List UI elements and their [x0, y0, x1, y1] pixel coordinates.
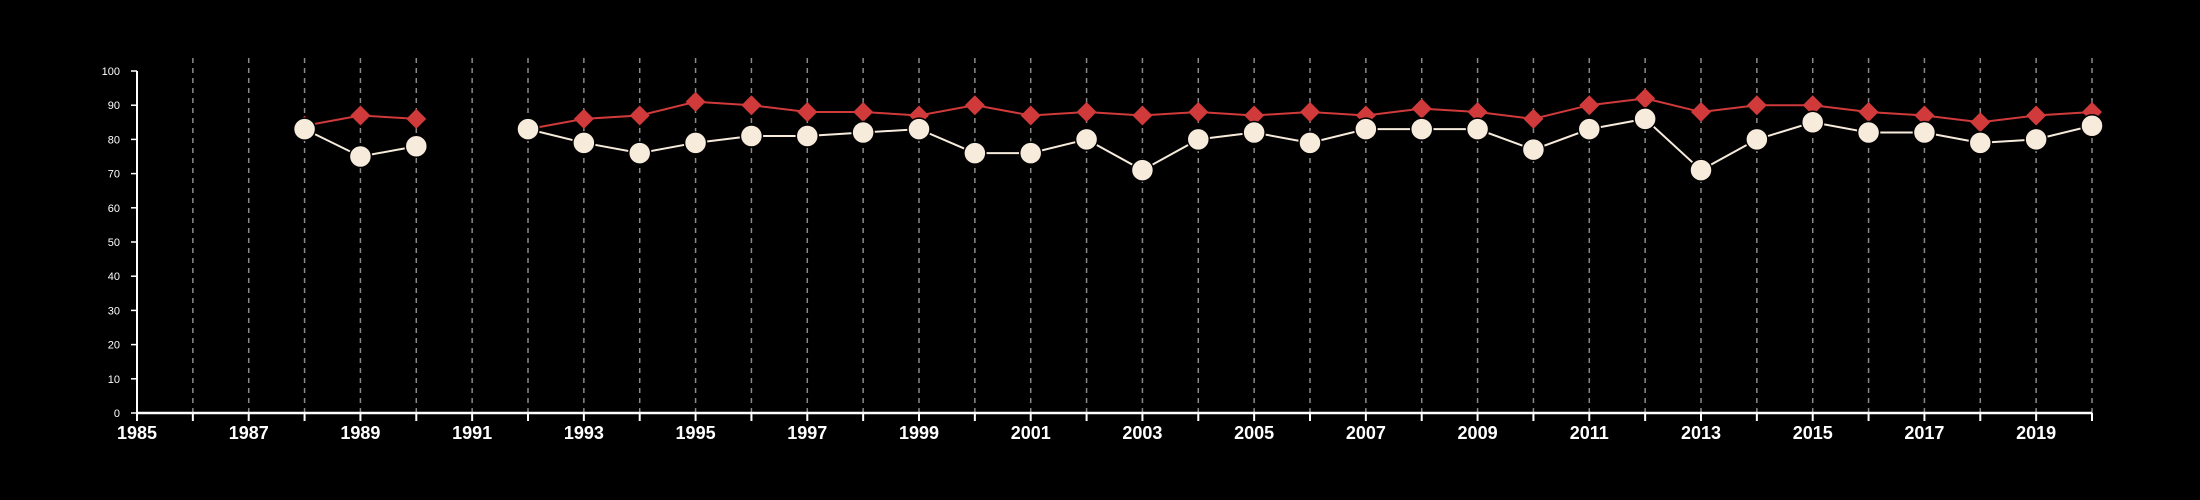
diamond-marker [1858, 102, 1879, 123]
diamond-marker [964, 95, 985, 116]
diamond-marker [1411, 98, 1432, 119]
circle-marker [1186, 127, 1211, 152]
x-tick-label: 1987 [229, 423, 269, 443]
diamond-marker [853, 102, 874, 123]
x-tick-label: 2005 [1234, 423, 1274, 443]
diamond-marker [1467, 102, 1488, 123]
x-tick-label: 2011 [1570, 423, 1609, 443]
circle-marker [739, 124, 764, 148]
y-tick-label: 90 [108, 100, 120, 112]
x-tick-label: 1985 [117, 423, 157, 443]
circle-marker [1745, 127, 1769, 152]
diamond-marker [685, 91, 706, 112]
diamond-marker [1635, 88, 1656, 109]
circle-marker [572, 131, 596, 155]
y-tick-label: 0 [114, 408, 120, 420]
circle-marker [1521, 137, 1546, 162]
y-tick-label: 50 [108, 237, 120, 249]
diamond-marker [1523, 108, 1544, 129]
circle-marker [1912, 120, 1937, 145]
diamond-marker [1188, 102, 1209, 123]
x-tick-label: 1999 [899, 423, 939, 443]
circle-marker [1354, 117, 1378, 141]
diamond-marker [1691, 102, 1711, 123]
x-tick-label: 2015 [1793, 423, 1833, 443]
diamond-marker [1970, 112, 1991, 133]
circle-marker [1800, 110, 1825, 135]
y-tick-label: 40 [108, 271, 120, 283]
diamond-marker [1132, 105, 1153, 126]
diamond-marker [629, 105, 650, 126]
circle-marker [2080, 113, 2104, 138]
diamond-marker [350, 105, 371, 126]
circle-marker [1018, 141, 1043, 165]
circle-marker [1633, 107, 1657, 131]
x-tick-label: 2019 [2016, 423, 2056, 443]
circle-marker [683, 131, 708, 155]
circle-marker [1465, 117, 1490, 141]
diamond-marker [797, 102, 818, 123]
y-tick-label: 20 [108, 340, 120, 352]
circle-series [292, 107, 2104, 182]
x-tick-label: 1991 [452, 423, 492, 443]
y-tick-label: 80 [108, 134, 120, 146]
circle-marker [1968, 131, 1993, 155]
x-tick-label: 2003 [1122, 423, 1162, 443]
x-tick-label: 2017 [1904, 423, 1944, 443]
circle-marker [1298, 131, 1322, 155]
x-tick-label: 2001 [1011, 423, 1051, 443]
circle-marker [851, 120, 875, 145]
axes-layer: 1985 1987 1989 1991 1993 1995 1997 1999 2001 2003… [102, 66, 2093, 443]
circle-marker [2024, 127, 2048, 152]
x-tick-label: 1997 [787, 423, 827, 443]
circle-marker [627, 141, 652, 165]
circle-marker [1074, 127, 1099, 152]
circle-marker [1409, 117, 1434, 141]
diamond-marker [1020, 105, 1041, 126]
diamond-series [294, 88, 2102, 140]
circle-marker [1577, 117, 1602, 141]
series-layer [292, 88, 2104, 182]
diamond-marker [1244, 105, 1265, 126]
circle-marker [516, 117, 540, 141]
circle-marker [1130, 158, 1155, 182]
diamond-marker [1746, 95, 1767, 116]
circle-marker [404, 134, 429, 158]
diamond-marker [741, 95, 762, 116]
diamond-marker [573, 108, 594, 129]
circle-marker [1242, 120, 1266, 145]
x-tick-label: 2009 [1458, 423, 1498, 443]
y-tick-label: 100 [102, 66, 120, 78]
diamond-marker [2026, 105, 2047, 126]
diamond-marker [1802, 95, 1823, 116]
circle-marker [795, 124, 820, 148]
y-tick-label: 60 [108, 203, 120, 215]
y-tick-label: 30 [108, 305, 120, 317]
circle-marker [907, 117, 931, 141]
diamond-marker [1914, 105, 1935, 126]
diamond-marker [1579, 95, 1600, 116]
circle-marker [292, 117, 317, 141]
x-tick-label: 1993 [564, 423, 604, 443]
x-tick-label: 1989 [340, 423, 380, 443]
circle-marker [1689, 158, 1713, 182]
x-tick-label: 2007 [1346, 423, 1386, 443]
y-tick-label: 70 [108, 169, 120, 181]
diamond-marker [1300, 102, 1320, 123]
circle-marker [963, 141, 987, 165]
diamond-marker [406, 108, 427, 129]
diamond-marker [1076, 102, 1097, 123]
x-tick-label: 1995 [676, 423, 716, 443]
circle-marker [348, 144, 373, 169]
circle-marker [1856, 120, 1881, 145]
x-tick-label: 2013 [1681, 423, 1721, 443]
y-tick-label: 10 [108, 374, 120, 386]
